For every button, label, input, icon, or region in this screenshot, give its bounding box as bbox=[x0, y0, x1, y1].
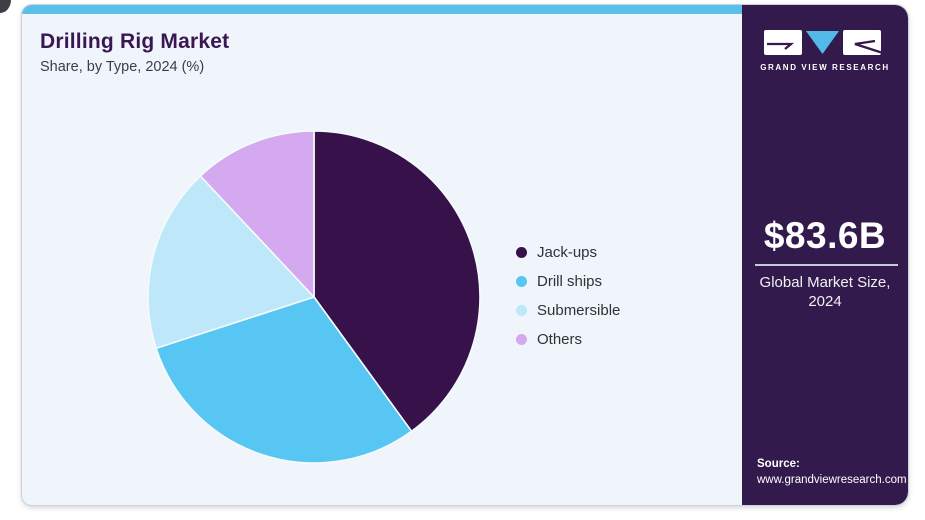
gvr-logo: GRAND VIEW RESEARCH bbox=[742, 30, 908, 72]
sidebar: GRAND VIEW RESEARCH $83.6B Global Market… bbox=[742, 5, 908, 505]
legend-dot-icon bbox=[516, 247, 527, 258]
legend-label: Others bbox=[537, 331, 583, 348]
legend: Jack-ups Drill ships Submersible Others bbox=[516, 244, 620, 360]
pie-slice-drill-ships bbox=[155, 296, 413, 464]
accent-top-strip bbox=[22, 5, 742, 14]
source-block: Source: www.grandviewresearch.com bbox=[757, 456, 907, 488]
legend-label: Jack-ups bbox=[537, 244, 598, 261]
chart-header: Drilling Rig Market Share, by Type, 2024… bbox=[40, 30, 229, 75]
legend-dot-icon bbox=[516, 276, 527, 287]
source-url: www.grandviewresearch.com bbox=[757, 473, 907, 486]
market-size-value: $83.6B bbox=[763, 215, 887, 256]
window-corner-artifact bbox=[0, 0, 11, 13]
legend-dot-icon bbox=[516, 305, 527, 316]
logo-r-icon bbox=[842, 30, 886, 56]
pie-slice-jack-ups bbox=[313, 130, 481, 433]
legend-dot-icon bbox=[516, 334, 527, 345]
legend-item: Jack-ups bbox=[516, 244, 620, 261]
source-label: Source: bbox=[757, 457, 800, 470]
infographic-card: Drilling Rig Market Share, by Type, 2024… bbox=[22, 5, 908, 505]
brand-name: GRAND VIEW RESEARCH bbox=[760, 63, 890, 72]
pie-slice-others bbox=[199, 130, 315, 298]
pie-chart-svg bbox=[147, 130, 481, 464]
page-title: Drilling Rig Market bbox=[40, 30, 230, 53]
legend-label: Drill ships bbox=[537, 273, 603, 290]
legend-item: Drill ships bbox=[516, 273, 620, 290]
market-size-block: $83.6B Global Market Size, 2024 bbox=[742, 215, 908, 312]
pie-chart bbox=[142, 125, 486, 469]
logo-g-icon bbox=[763, 30, 802, 55]
market-size-label: Global Market Size, 2024 bbox=[759, 274, 891, 310]
pie-slice-submersible bbox=[147, 175, 315, 350]
chart-panel: Drilling Rig Market Share, by Type, 2024… bbox=[22, 14, 742, 505]
legend-label: Submersible bbox=[537, 302, 621, 319]
gvr-logo-blocks bbox=[742, 30, 908, 56]
chart-subtitle: Share, by Type, 2024 (%) bbox=[40, 59, 205, 75]
legend-item: Others bbox=[516, 331, 620, 348]
divider bbox=[755, 264, 898, 266]
logo-v-triangle-icon bbox=[805, 31, 839, 54]
legend-item: Submersible bbox=[516, 302, 620, 319]
